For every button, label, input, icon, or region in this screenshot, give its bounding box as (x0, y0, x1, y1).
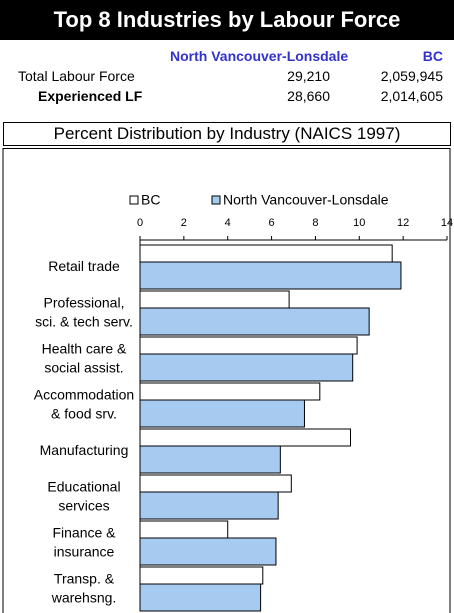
bar (139, 474, 292, 493)
x-tick-label: 2 (181, 217, 187, 229)
x-tick-label: 14 (441, 217, 453, 229)
y-tick-label: Accommodation & food srv. (34, 386, 134, 421)
y-tick-label: Finance & insurance (52, 524, 116, 559)
x-tick-label: 6 (269, 217, 275, 229)
cell: 29,210 (287, 68, 330, 84)
bar (139, 583, 262, 612)
legend-swatch (129, 195, 139, 205)
y-tick-label: Professional, sci. & tech serv. (35, 294, 133, 329)
cell: 28,660 (287, 88, 330, 104)
cell: 2,059,945 (380, 68, 443, 84)
bar (139, 445, 281, 474)
x-tick-label: 12 (397, 217, 409, 229)
bar (139, 428, 352, 447)
y-tick-label: Educational services (47, 478, 120, 513)
y-tick-label: Retail trade (48, 258, 120, 274)
title: Top 8 Industries by Labour Force (0, 0, 454, 40)
chart: BC North Vancouver-Lonsdale 0 2 4 6 8 10 12 14 Ret… (2, 148, 453, 613)
bar (139, 566, 264, 585)
legend-label: BC (141, 192, 160, 208)
bar (139, 491, 279, 520)
chart-frame (2, 148, 451, 613)
x-tick-label: 4 (225, 217, 231, 229)
bar (139, 399, 305, 428)
y-tick-label: Transp. & warehsng. (51, 570, 117, 605)
y-tick-label: Manufacturing (40, 442, 129, 458)
x-tick-label: 0 (137, 217, 143, 229)
cell: 2,014,605 (380, 88, 443, 104)
bar (139, 382, 321, 401)
row-label: Total Labour Force (18, 68, 135, 84)
bar (139, 353, 354, 382)
bar (139, 290, 290, 309)
bar (139, 244, 393, 263)
x-tick-label: 10 (353, 217, 365, 229)
row-label: Experienced LF (38, 88, 143, 104)
bar (139, 336, 358, 355)
bar (139, 307, 370, 336)
legend-swatch (211, 195, 221, 205)
y-tick-label: Health care & social assist. (42, 340, 127, 375)
bar (139, 261, 402, 290)
legend-label: North Vancouver-Lonsdale (223, 192, 389, 208)
bar (139, 520, 229, 539)
column-header: North Vancouver-Lonsdale (170, 48, 349, 64)
bar (139, 537, 277, 566)
section-title: Percent Distribution by Industry (NAICS … (3, 122, 451, 146)
column-header: BC (422, 48, 443, 64)
x-tick-label: 8 (312, 217, 318, 229)
